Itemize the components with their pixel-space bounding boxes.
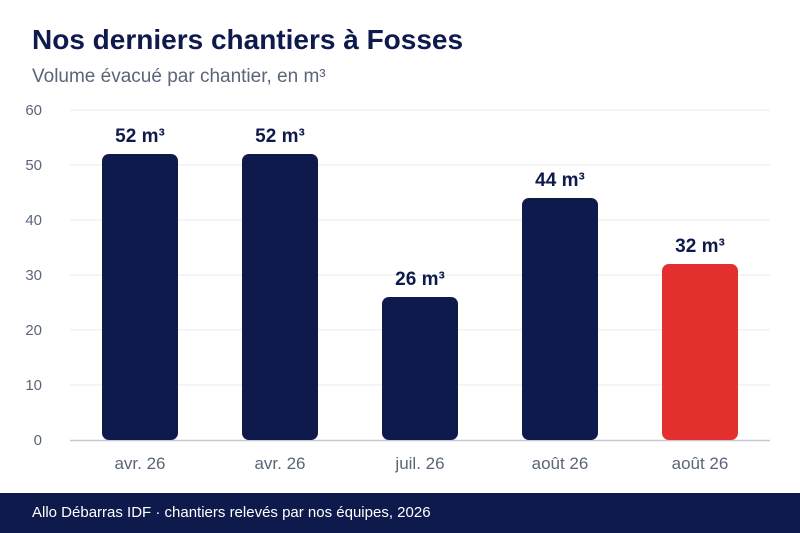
data-label: 26 m³ (395, 269, 445, 290)
y-tick-label: 20 (25, 322, 42, 339)
bar (522, 198, 598, 440)
bar (662, 264, 738, 440)
y-tick-label: 60 (25, 102, 42, 119)
chart-subtitle: Volume évacué par chantier, en m³ (32, 66, 326, 87)
data-label: 32 m³ (675, 236, 725, 257)
y-tick-label: 40 (25, 212, 42, 229)
x-tick-label: août 26 (672, 454, 729, 473)
bar (242, 154, 318, 440)
x-tick-label: avr. 26 (254, 454, 305, 473)
y-tick-label: 30 (25, 267, 42, 284)
x-tick-label: juil. 26 (394, 454, 444, 473)
y-tick-label: 0 (34, 432, 42, 449)
data-label: 52 m³ (255, 126, 305, 147)
data-label: 44 m³ (535, 170, 585, 191)
bar (382, 297, 458, 440)
bar-chart: 0 10 20 30 40 50 60 52 m³ avr. 26 52 m³ avr. 26 26 … (25, 102, 770, 473)
x-tick-label: avr. 26 (114, 454, 165, 473)
chart-title: Nos derniers chantiers à Fosses (32, 24, 464, 55)
y-tick-label: 50 (25, 157, 42, 174)
x-tick-label: août 26 (532, 454, 589, 473)
data-label: 52 m³ (115, 126, 165, 147)
footer-bar: Allo Débarras IDF · chantiers relevés pa… (0, 493, 800, 533)
footer-source-text: Allo Débarras IDF · chantiers relevés pa… (32, 504, 431, 521)
bar (102, 154, 178, 440)
y-tick-label: 10 (25, 377, 42, 394)
